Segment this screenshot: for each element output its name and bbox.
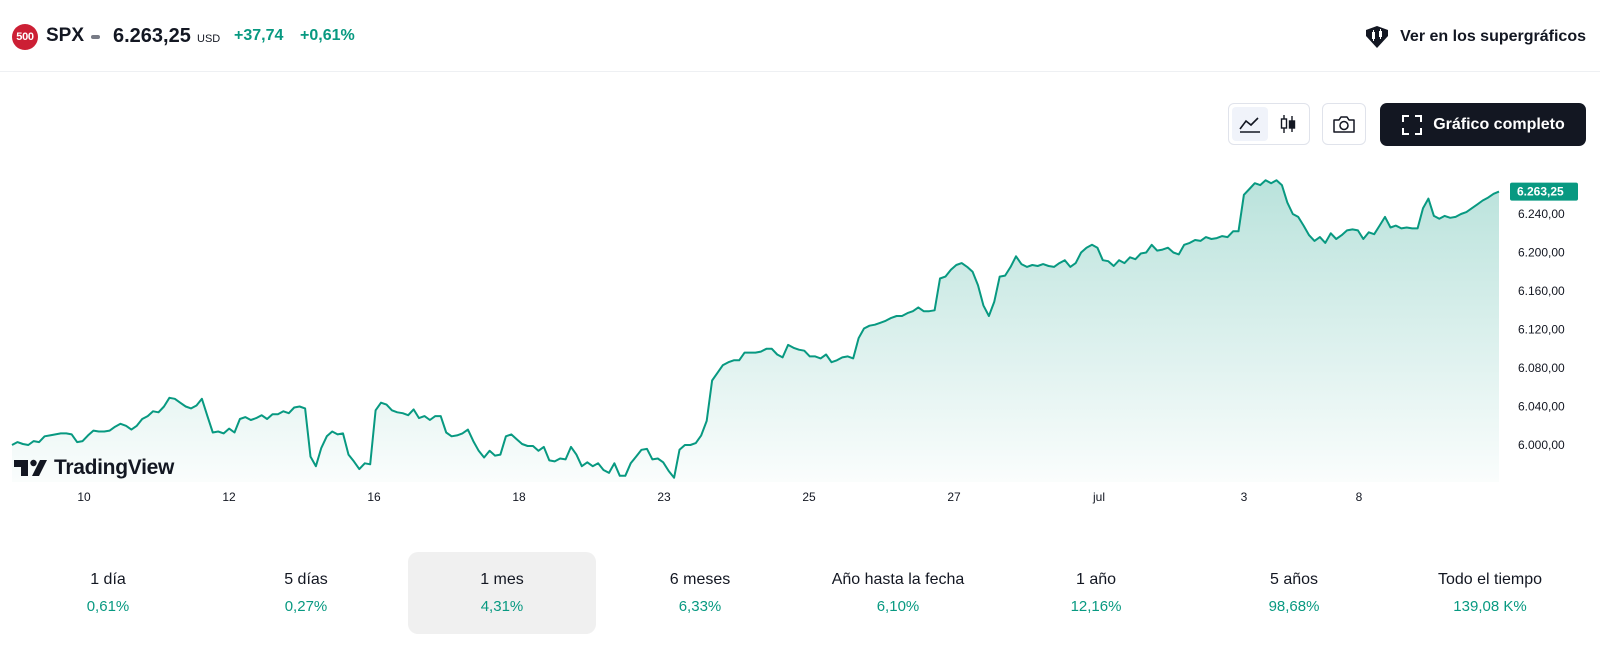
last-price-label: 6.263,25 [1510,182,1578,201]
supercharts-link[interactable]: Ver en los supergráficos [1364,22,1586,52]
period-label: 1 mes [480,571,524,588]
period-value: 139,08 K% [1453,598,1527,615]
last-price: 6.263,25 [113,25,191,47]
area-chart-button[interactable] [1232,107,1268,141]
x-tick-label: 25 [802,490,816,504]
y-tick-label: 6.120,00 [1518,323,1565,337]
period-5y[interactable]: 5 años 98,68% [1200,552,1388,634]
tradingview-logo-icon [14,459,47,476]
period-label: 6 meses [669,571,731,588]
chart-type-toggle [1228,103,1310,145]
supercharts-icon [1366,26,1389,48]
x-tick-label: 18 [512,490,526,504]
x-tick-label: jul [1092,490,1105,504]
candlestick-button[interactable] [1270,107,1306,141]
period-label: 5 años [1269,571,1319,588]
period-value: 4,31% [480,598,524,615]
period-label: 5 días [284,571,328,588]
tradingview-logo-text: TradingView [54,456,175,479]
symbol-header: 500 SPX 6.263,25 USD +37,74 +0,61% Ver e… [0,0,1600,72]
x-tick-label: 23 [657,490,671,504]
period-label: Año hasta la fecha [831,571,965,588]
x-tick-label: 16 [367,490,381,504]
period-value: 6,33% [678,598,722,615]
separator-dash [91,35,100,39]
period-1y[interactable]: 1 año 12,16% [1002,552,1190,634]
snapshot-button[interactable] [1322,103,1366,145]
period-value: 12,16% [1070,598,1122,615]
period-5d[interactable]: 5 días 0,27% [212,552,400,634]
period-label: Todo el tiempo [1437,571,1543,588]
camera-icon [1333,116,1355,133]
period-all[interactable]: Todo el tiempo 139,08 K% [1396,552,1584,634]
price-change-percent: +0,61% [300,27,355,44]
period-value: 0,27% [284,598,328,615]
x-tick-label: 3 [1241,490,1248,504]
period-label: 1 día [90,571,126,588]
symbol-name[interactable]: SPX [46,25,85,46]
y-tick-label: 6.200,00 [1518,246,1565,260]
svg-text:6.263,25: 6.263,25 [1517,185,1564,199]
currency-label: USD [197,33,221,45]
y-tick-label: 6.040,00 [1518,400,1565,414]
full-chart-button[interactable]: Gráfico completo [1380,103,1586,146]
tradingview-logo[interactable]: TradingView [14,456,174,480]
period-1m[interactable]: 1 mes 4,31% [408,552,596,634]
y-tick-label: 6.000,00 [1518,438,1565,452]
full-chart-label: Gráfico completo [1433,115,1565,133]
x-tick-label: 10 [77,490,91,504]
x-tick-label: 27 [947,490,961,504]
time-axis: 10 12 16 18 23 25 27 jul 3 8 [77,490,1362,504]
period-value: 0,61% [86,598,130,615]
supercharts-label: Ver en los supergráficos [1400,28,1586,45]
plot-area [11,179,1500,483]
candlestick-icon [1280,115,1296,133]
spx-logo-badge: 500 [12,24,38,50]
y-tick-label: 6.160,00 [1518,284,1565,298]
price-area-fill [12,180,1499,483]
price-change: +37,74 [234,27,284,44]
period-label: 1 año [1075,571,1117,588]
area-chart-icon [1239,117,1260,133]
period-value: 98,68% [1268,598,1320,615]
period-6m[interactable]: 6 meses 6,33% [606,552,794,634]
price-axis: 6.240,00 6.200,00 6.160,00 6.120,00 6.080,00… [1510,182,1578,452]
x-tick-label: 8 [1356,490,1363,504]
period-ytd[interactable]: Año hasta la fecha 6,10% [804,552,992,634]
period-1d[interactable]: 1 día 0,61% [14,552,202,634]
y-tick-label: 6.080,00 [1518,361,1565,375]
period-performance-bar: 1 día 0,61% 5 días 0,27% 1 mes 4,31% 6 m… [0,552,1600,634]
period-value: 6,10% [876,598,920,615]
price-line [11,179,1500,479]
y-tick-label: 6.240,00 [1518,207,1565,221]
fullscreen-icon [1402,114,1423,135]
x-tick-label: 12 [222,490,236,504]
price-chart[interactable]: 6.240,00 6.200,00 6.160,00 6.120,00 6.080,00… [0,160,1600,520]
